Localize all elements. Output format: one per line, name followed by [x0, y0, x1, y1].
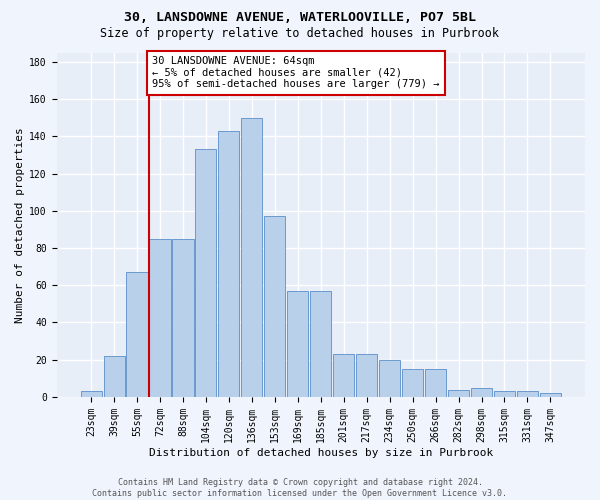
Bar	[540, 393, 561, 397]
X-axis label: Distribution of detached houses by size in Purbrook: Distribution of detached houses by size …	[149, 448, 493, 458]
Y-axis label: Number of detached properties: Number of detached properties	[15, 127, 25, 322]
Bar	[241, 118, 262, 397]
Bar	[310, 291, 331, 397]
Bar	[80, 392, 101, 397]
Text: 30, LANSDOWNE AVENUE, WATERLOOVILLE, PO7 5BL: 30, LANSDOWNE AVENUE, WATERLOOVILLE, PO7…	[124, 11, 476, 24]
Bar	[494, 392, 515, 397]
Bar	[172, 238, 194, 397]
Bar	[402, 369, 423, 397]
Bar	[517, 392, 538, 397]
Bar	[356, 354, 377, 397]
Bar	[104, 356, 125, 397]
Text: 30 LANSDOWNE AVENUE: 64sqm
← 5% of detached houses are smaller (42)
95% of semi-: 30 LANSDOWNE AVENUE: 64sqm ← 5% of detac…	[152, 56, 439, 90]
Bar	[379, 360, 400, 397]
Bar	[287, 291, 308, 397]
Bar	[149, 238, 170, 397]
Bar	[127, 272, 148, 397]
Bar	[196, 150, 217, 397]
Bar	[264, 216, 286, 397]
Bar	[333, 354, 354, 397]
Bar	[425, 369, 446, 397]
Text: Size of property relative to detached houses in Purbrook: Size of property relative to detached ho…	[101, 28, 499, 40]
Bar	[471, 388, 492, 397]
Bar	[448, 390, 469, 397]
Bar	[218, 130, 239, 397]
Text: Contains HM Land Registry data © Crown copyright and database right 2024.
Contai: Contains HM Land Registry data © Crown c…	[92, 478, 508, 498]
